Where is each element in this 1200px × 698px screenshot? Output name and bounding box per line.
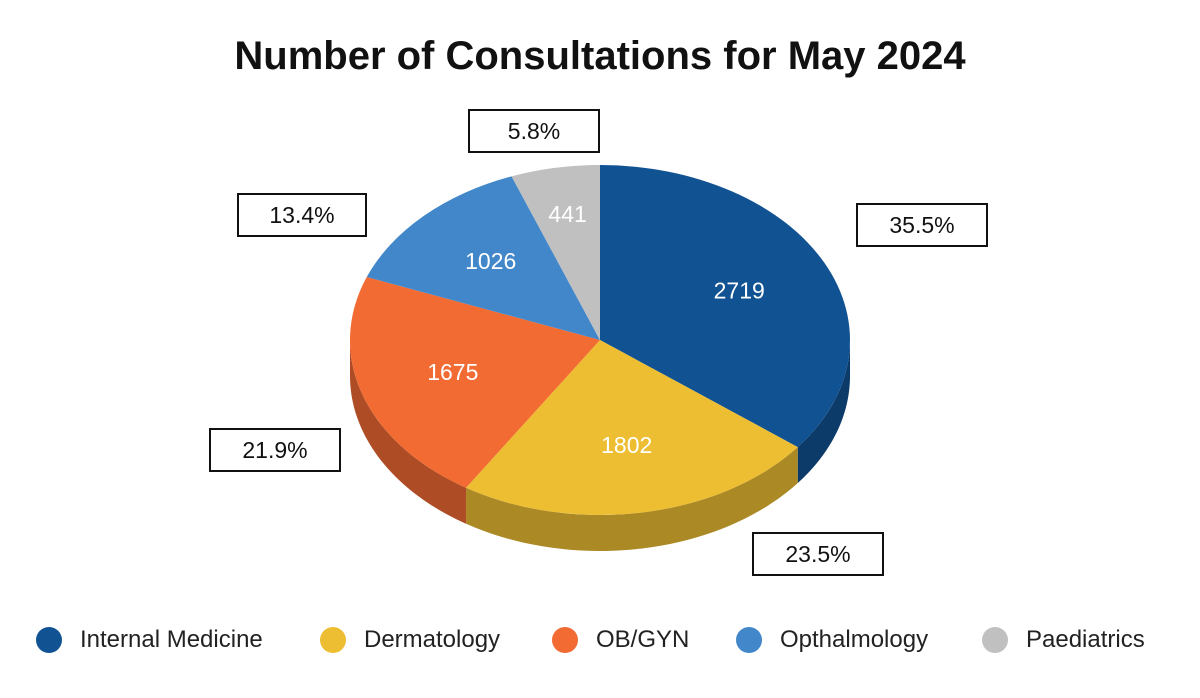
legend-item-ob-gyn: OB/GYN [552,625,689,655]
legend-swatch-icon [736,627,762,653]
legend-label: Dermatology [364,626,501,653]
pie-slice-dermatology [466,340,798,515]
legend-label: Paediatrics [1026,626,1145,653]
slice-value-label: 441 [548,201,586,227]
percent-label-ob-gyn: 21.9% [209,428,341,472]
slice-value-label: 1026 [465,248,516,274]
legend-swatch-icon [320,627,346,653]
slice-value-label: 2719 [714,277,765,303]
legend-label: Opthalmology [780,626,929,653]
legend-item-internal-medicine: Internal Medicine [36,625,263,655]
pie-side-walls [350,340,850,551]
percent-label-paediatrics: 5.8% [468,109,600,153]
legend: Internal Medicine Dermatology OB/GYN Opt… [0,615,1200,665]
legend-label: Internal Medicine [80,626,263,653]
pie-side-internal-medicine [797,340,850,484]
legend-item-opthalmology: Opthalmology [736,625,928,655]
pie-side-dermatology [466,447,798,551]
percent-label-internal-medicine: 35.5% [856,203,988,247]
legend-swatch-icon [36,627,62,653]
legend-swatch-icon [552,627,578,653]
percent-label-dermatology: 23.5% [752,532,884,576]
pie-slice-opthalmology [366,176,600,340]
pie-side-ob-gyn [350,340,467,524]
legend-item-dermatology: Dermatology [320,625,500,655]
legend-item-paediatrics: Paediatrics [982,625,1145,655]
pie-slice-internal-medicine [600,165,850,448]
pie-slice-ob-gyn [349,277,600,488]
percent-label-opthalmology: 13.4% [237,193,367,237]
slice-value-label: 1802 [601,432,652,458]
slice-value-label: 1675 [427,359,478,385]
pie-slice-paediatrics [511,165,600,340]
legend-swatch-icon [982,627,1008,653]
legend-label: OB/GYN [596,626,690,653]
chart-title: Number of Consultations for May 2024 [234,34,966,78]
